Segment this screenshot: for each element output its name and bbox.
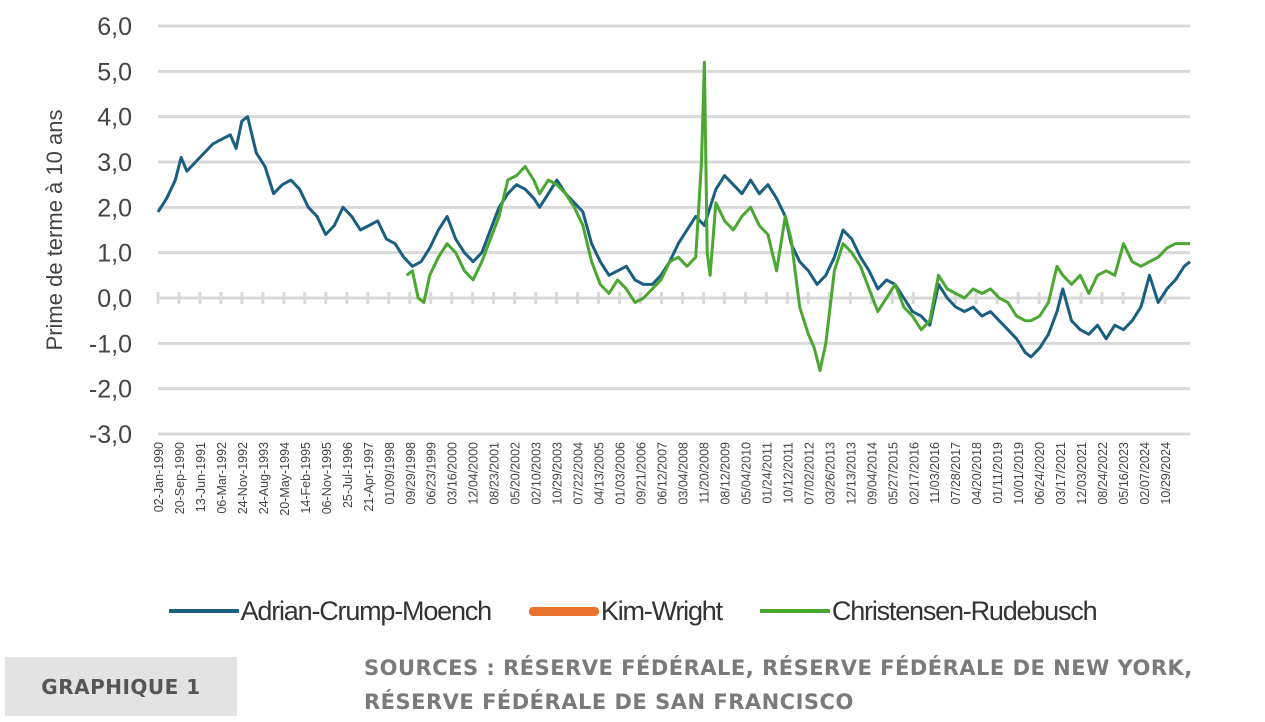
x-tick-label: 13-Jun-1991 (194, 442, 208, 512)
legend-swatch-acm (168, 609, 239, 613)
x-tick-label: 10/12/2011 (781, 442, 795, 504)
y-tick-label: 6,0 (97, 13, 132, 41)
x-tick-label: 12/03/2021 (1075, 442, 1089, 505)
x-tick-label: 21-Apr-1997 (362, 442, 376, 512)
x-tick-label: 09/29/1998 (404, 442, 418, 505)
series-line-adrian-crump-moench (156, 115, 1191, 359)
y-tick-label: 2,0 (97, 194, 132, 222)
y-tick-label: 0,0 (97, 285, 132, 313)
legend-item-christensen-rudebusch[interactable]: Christensen-Rudebusch (759, 595, 1098, 627)
x-tick-label: 08/24/2022 (1096, 442, 1110, 505)
y-tick-label: 5,0 (97, 58, 132, 86)
x-tick-label: 01/24/2011 (760, 442, 774, 504)
line-chart: 6,0 5,0 4,0 3,0 2,0 1,0 0,0 -1,0 -2,0 -3,0 02-Jan… (42, 13, 1191, 516)
x-tick-label: 09/21/2006 (635, 442, 649, 505)
x-tick-label: 07/22/2004 (572, 442, 586, 505)
series-lines (156, 60, 1191, 372)
x-tick-label: 03/17/2021 (1054, 442, 1068, 505)
gridlines (158, 24, 1190, 436)
x-tick-label: 03/26/2013 (823, 442, 837, 505)
legend-swatch-kw (528, 606, 599, 616)
x-tick-label: 10/01/2019 (1012, 442, 1026, 505)
sources-note: SOURCES : RÉSERVE FÉDÉRALE, RÉSERVE FÉDÉ… (364, 651, 1259, 719)
x-tick-label: 02/17/2016 (907, 442, 921, 505)
x-tick-label: 06-Mar-1992 (215, 442, 229, 514)
x-tick-label: 03/16/2000 (446, 442, 460, 505)
y-axis-label: Prime de terme à 10 ans (42, 110, 67, 351)
x-tick-label: 07/28/2017 (949, 442, 963, 505)
x-tick-label: 06-Nov-1995 (320, 442, 334, 514)
x-tick-label: 12/13/2013 (844, 442, 858, 505)
x-tick-label: 14-Feb-1995 (299, 442, 313, 514)
x-tick-label: 06/12/2007 (656, 442, 670, 505)
x-tick-label: 05/04/2010 (739, 442, 753, 505)
x-tick-label: 02-Jan-1990 (152, 442, 166, 512)
x-tick-label: 07/02/2012 (802, 442, 816, 505)
y-tick-label: -3,0 (89, 421, 132, 449)
x-tick-label: 10/29/2024 (1159, 442, 1173, 505)
x-tick-label: 10/29/2003 (551, 442, 565, 505)
y-tick-label: -2,0 (89, 376, 132, 404)
x-tick-label: 04/20/2018 (970, 442, 984, 505)
x-tick-label: 05/27/2015 (886, 442, 900, 505)
x-tick-label: 25-Jul-1996 (341, 442, 355, 508)
legend-label: Adrian-Crump-Moench (240, 595, 493, 626)
legend-swatch-cr (759, 609, 830, 613)
x-tick-label: 04/13/2005 (593, 442, 607, 505)
x-tick-label: 05/16/2023 (1117, 442, 1131, 505)
x-axis-ticks: 02-Jan-1990 20-Sep-1990 13-Jun-1991 06-Mar-… (152, 442, 1173, 516)
figure-badge-label: GRAPHIQUE 1 (41, 674, 201, 699)
x-tick-label: 12/04/2000 (467, 442, 481, 505)
x-tick-label: 20-Sep-1990 (173, 442, 187, 514)
legend-label: Kim-Wright (600, 595, 723, 626)
y-tick-label: 3,0 (97, 149, 132, 177)
x-tick-label: 20-May-1994 (278, 442, 292, 516)
y-tick-label: 1,0 (97, 240, 132, 268)
x-tick-label: 02/10/2003 (530, 442, 544, 505)
legend-label: Christensen-Rudebusch (831, 595, 1098, 626)
x-tick-label: 01/11/2019 (991, 442, 1005, 504)
y-tick-label: 4,0 (97, 104, 132, 132)
sources-line-2: RÉSERVE FÉDÉRALE DE SAN FRANCISCO (364, 690, 854, 714)
x-tick-label: 02/07/2024 (1138, 442, 1152, 505)
x-tick-label: 11/03/2016 (928, 442, 942, 504)
x-tick-label: 06/24/2020 (1033, 442, 1047, 505)
series-line-christensen-rudebusch (405, 60, 1190, 372)
sources-line-1: SOURCES : RÉSERVE FÉDÉRALE, RÉSERVE FÉDÉ… (364, 656, 1193, 680)
x-tick-label: 08/12/2009 (718, 442, 732, 505)
x-tick-label: 05/20/2002 (509, 442, 523, 505)
x-tick-label: 03/04/2008 (676, 442, 690, 505)
legend-item-adrian-crump-moench[interactable]: Adrian-Crump-Moench (168, 595, 493, 627)
figure-badge: GRAPHIQUE 1 (5, 657, 237, 716)
x-tick-label: 06/23/1999 (425, 442, 439, 505)
x-tick-label: 09/04/2014 (865, 442, 879, 505)
x-tick-label: 08/23/2001 (488, 442, 502, 505)
x-tick-label: 24-Nov-1992 (236, 442, 250, 514)
y-tick-label: -1,0 (89, 330, 132, 358)
x-tick-label: 24-Aug-1993 (257, 442, 271, 514)
y-axis-ticks: 6,0 5,0 4,0 3,0 2,0 1,0 0,0 -1,0 -2,0 -3,0 (89, 13, 132, 449)
x-tick-label: 11/20/2008 (697, 442, 711, 504)
x-tick-label: 01/09/1998 (383, 442, 397, 505)
x-tick-label: 01/03/2006 (614, 442, 628, 505)
legend: Adrian-Crump-Moench Kim-Wright Christens… (0, 588, 1265, 634)
legend-item-kim-wright[interactable]: Kim-Wright (528, 595, 723, 627)
